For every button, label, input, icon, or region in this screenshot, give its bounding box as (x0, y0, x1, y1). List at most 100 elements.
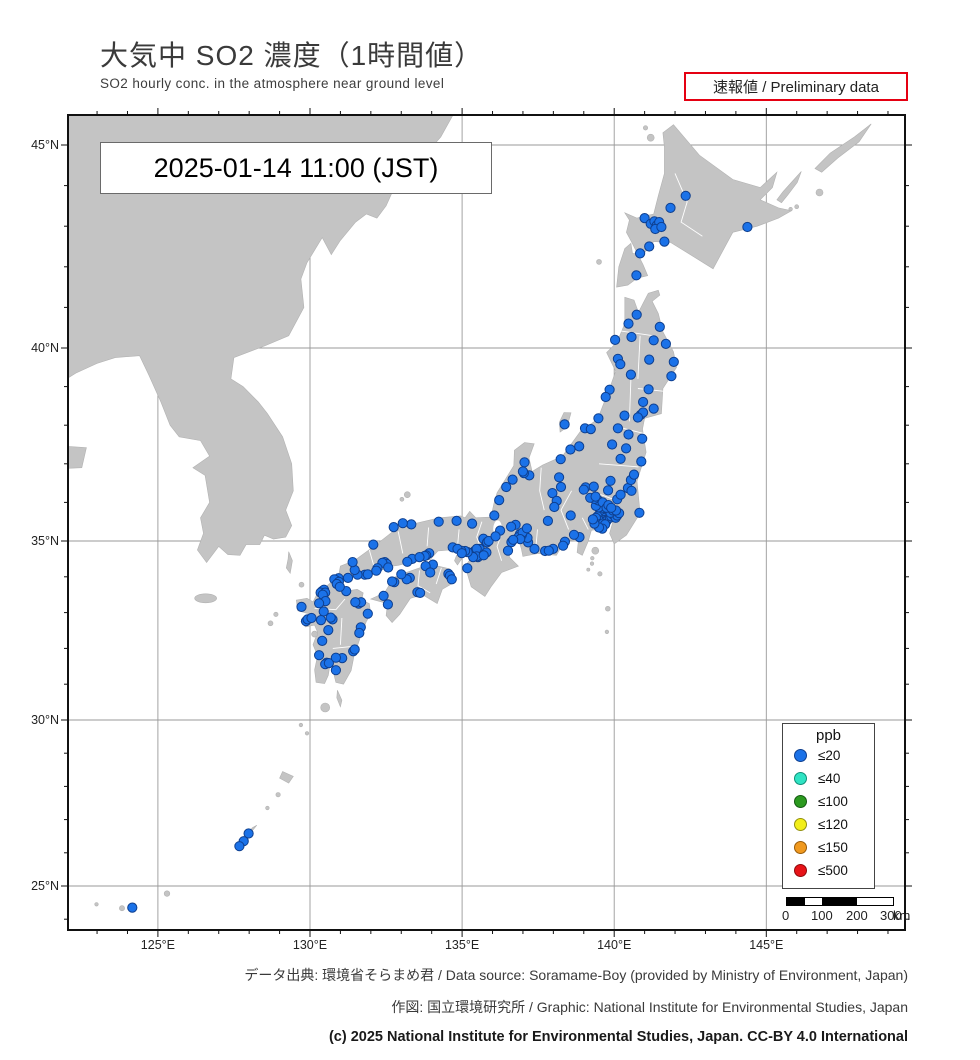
station-dot (494, 495, 505, 506)
station-dot (623, 429, 634, 440)
station-dot (350, 597, 361, 608)
preliminary-data-label: 速報値 / Preliminary data (713, 79, 879, 96)
station-dot (648, 335, 659, 346)
scale-label: 100 (811, 908, 833, 923)
station-dot (489, 510, 500, 521)
station-dot (660, 338, 672, 349)
station-dot (547, 488, 558, 499)
station-dot (415, 587, 426, 599)
station-dot (559, 419, 570, 430)
legend-item: ≤150 (783, 836, 874, 859)
station-dot (347, 557, 358, 568)
lat-axis-label: 30°N (31, 713, 59, 727)
legend-item: ≤120 (783, 813, 874, 836)
station-dot (668, 356, 679, 367)
station-dot (549, 501, 560, 513)
station-dot (529, 543, 540, 555)
station-dot (315, 615, 327, 626)
station-dots (127, 190, 753, 913)
station-dot (656, 221, 667, 233)
station-dot (638, 396, 649, 408)
station-dot (600, 391, 611, 403)
station-dot (587, 514, 599, 525)
legend-color-dot-icon (794, 841, 807, 854)
station-dot (554, 472, 565, 483)
station-dot (631, 270, 642, 281)
station-dot (397, 518, 408, 529)
station-dot (508, 534, 519, 545)
scale-segment (805, 898, 822, 905)
station-dot (234, 841, 245, 852)
page-title: 大気中 SO2 濃度（1時間値） (100, 40, 484, 71)
station-dot (555, 454, 566, 465)
station-dot (603, 485, 614, 496)
station-dot (626, 331, 637, 343)
station-dot (382, 599, 393, 610)
station-dot (368, 539, 379, 550)
station-dot (296, 601, 307, 613)
station-dot (314, 650, 325, 661)
station-dot (644, 354, 655, 365)
station-dot (354, 627, 365, 639)
station-dot (433, 516, 444, 527)
legend-item-label: ≤120 (818, 817, 848, 832)
station-dot (362, 569, 373, 580)
station-dot (665, 202, 676, 213)
station-dot (543, 545, 554, 556)
lon-axis-label: 145°E (749, 938, 783, 952)
scale-segment (787, 898, 805, 905)
legend-rows: ≤20 ≤40 ≤100 ≤120 ≤150 ≤500 (783, 744, 874, 882)
station-dot (378, 590, 389, 601)
scale-unit-label: km (893, 908, 911, 923)
station-dot (628, 469, 640, 480)
station-dot (659, 236, 670, 247)
scale-segment (822, 898, 857, 905)
station-dot (635, 248, 646, 259)
lat-axis-label: 40°N (31, 341, 59, 355)
legend-color-dot-icon (794, 795, 807, 808)
lon-axis-label: 140°E (597, 938, 631, 952)
station-dot (637, 433, 648, 444)
station-dot (619, 410, 630, 421)
station-dot (632, 412, 644, 423)
timestamp-box: 2025-01-14 11:00 (JST) (100, 142, 492, 194)
station-dot (402, 556, 413, 567)
station-dot (610, 334, 621, 345)
station-dot (388, 522, 399, 533)
station-dot (519, 457, 530, 468)
station-dot (330, 665, 341, 676)
legend-color-dot-icon (794, 772, 807, 785)
station-dot (467, 518, 478, 529)
lat-axis-label: 45°N (31, 138, 59, 152)
station-dot (483, 535, 494, 547)
station-dot (414, 552, 425, 563)
station-dot (623, 318, 634, 329)
scale-segment (857, 898, 893, 905)
station-dot (502, 545, 514, 556)
station-dot (634, 507, 645, 518)
station-dot (606, 502, 617, 513)
copyright-line: (c) 2025 National Institute for Environm… (328, 1029, 908, 1045)
station-dot (542, 515, 554, 527)
station-dot (742, 221, 753, 233)
legend-color-dot-icon (794, 818, 807, 831)
station-dot (517, 466, 529, 477)
station-dot (362, 608, 373, 619)
station-dot (306, 612, 317, 624)
station-dot (574, 441, 585, 452)
station-dot (615, 359, 626, 370)
data-source-line: データ出典: 環境省そらまめ君 / Data source: Soramame-… (244, 967, 908, 983)
station-dot (568, 529, 580, 540)
station-dot (578, 484, 589, 495)
station-dot (383, 562, 394, 573)
station-dot (680, 190, 691, 201)
scale-bar-graphic (786, 897, 894, 906)
station-dot (314, 598, 325, 609)
station-dot (507, 474, 518, 485)
station-dot (501, 481, 512, 493)
station-dot (323, 625, 334, 636)
legend-item-label: ≤100 (818, 794, 848, 809)
station-dot (243, 828, 254, 839)
station-dot (605, 475, 616, 486)
scale-label: 200 (846, 908, 868, 923)
